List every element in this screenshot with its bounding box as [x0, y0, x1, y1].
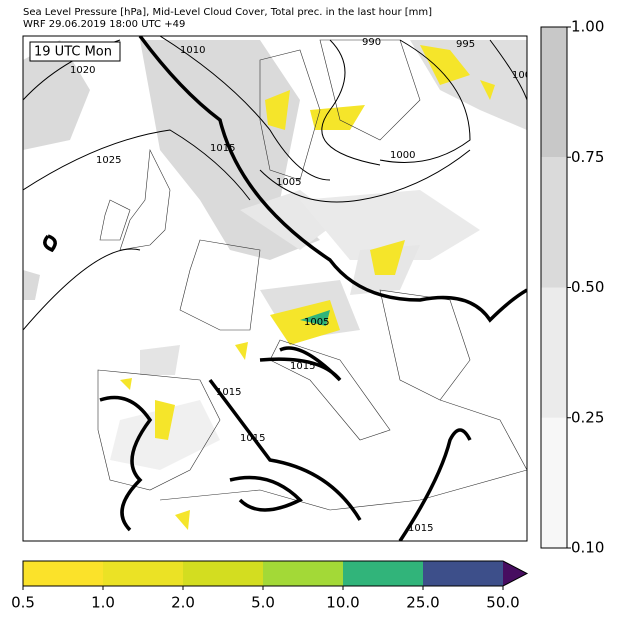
isobar-label: 100	[512, 70, 531, 81]
colorbar-bin	[23, 561, 103, 586]
colorbar-bin	[103, 561, 183, 586]
colorbar-frame	[22, 560, 529, 587]
colorbar-tick-label: 50.0	[486, 594, 519, 612]
colorbar-tick-label: 0.25	[571, 408, 604, 426]
colorbar-tick-label: 5.0	[251, 594, 275, 612]
colorbar-tick-label: 0.10	[571, 539, 604, 557]
isobar-label: 1010	[180, 45, 205, 56]
colorbar-bin	[343, 561, 423, 586]
isobar-label: 1005	[276, 177, 301, 188]
map-frame	[22, 35, 528, 542]
colorbar-tick-label: 1.00	[571, 18, 604, 36]
colorbar-bin	[541, 157, 567, 288]
colorbar-bin	[541, 27, 567, 158]
map: 1020 1010 1025 1015 990 995 100 1000 100…	[23, 36, 531, 541]
colorbar-bin	[263, 561, 343, 586]
isobar-label: 990	[362, 37, 381, 48]
colorbar-extend	[503, 561, 527, 586]
isobar-label: 1005	[304, 317, 329, 328]
isobar-label: 995	[456, 39, 475, 50]
colorbar-bin	[541, 417, 567, 548]
colorbar-bin	[541, 287, 567, 418]
isobar-label: 1000	[390, 150, 415, 161]
title-line: Sea Level Pressure [hPa], Mid-Level Clou…	[23, 7, 432, 18]
time-label: 19 UTC Mon	[34, 45, 112, 60]
isobar-label: 1015	[408, 523, 433, 534]
colorbar-tick-label: 2.0	[171, 594, 195, 612]
isobar-label: 1015	[216, 387, 241, 398]
colorbar-tick-label: 0.50	[571, 278, 604, 296]
colorbar-tick-label: 1.0	[91, 594, 115, 612]
colorbar-tick-label: 10.0	[326, 594, 359, 612]
isobar-label: 1015	[240, 433, 265, 444]
colorbars: 0.10 0.25 0.50 0.75 1.00 0.5 1.0 2.0 5.0 10.0 25.0…	[11, 18, 604, 612]
isobar-label: 1015	[290, 361, 315, 372]
colorbar-tick-label: 25.0	[406, 594, 439, 612]
isobar-label: 1020	[70, 65, 95, 76]
isobar-label: 1015	[210, 143, 235, 154]
colorbar-bin	[423, 561, 503, 586]
isobar-labels: 1020 1010 1025 1015 990 995 100 1000 100…	[70, 37, 531, 534]
colorbar-tick-label: 0.5	[11, 594, 35, 612]
title-line: WRF 29.06.2019 18:00 UTC +49	[23, 19, 185, 30]
colorbar-bin	[183, 561, 263, 586]
colorbar-tick-label: 0.75	[571, 148, 604, 166]
time-box	[29, 41, 121, 62]
isobar-label: 1025	[96, 155, 121, 166]
